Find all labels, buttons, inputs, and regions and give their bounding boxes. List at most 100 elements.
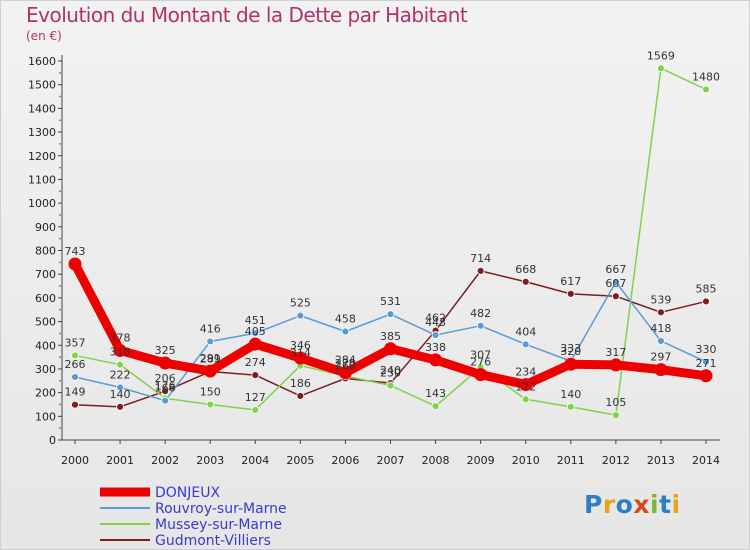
data-label: 525 [290,297,311,310]
data-point [161,396,170,405]
data-point [611,411,620,420]
data-point [476,266,485,275]
y-minor-tick [59,119,61,122]
data-point [296,392,305,400]
data-point [657,308,665,317]
data-label: 240 [380,364,401,377]
legend-entry: DONJEUX [155,485,220,501]
y-tick-label: 400 [35,339,56,352]
legend-entry: Gudmont-Villiers [155,533,271,549]
y-tick-label: 200 [35,387,56,400]
proxiti-logo: Proxiti [584,490,681,519]
y-tick-label: 1100 [28,173,56,186]
legend-entry: Mussey-sur-Marne [155,517,282,533]
data-point [341,327,350,336]
y-tick-label: 900 [35,221,56,234]
data-point [566,402,575,411]
data-label: 743 [65,245,86,258]
data-labels: 743 378 325 291 405 346 284 385 338 276 234 320 317 2… [65,49,721,409]
data-label: 443 [425,316,446,329]
data-label: 405 [245,325,266,338]
y-tick-label: 600 [35,292,56,305]
x-tick-label: 2008 [422,454,450,467]
data-point [338,366,352,380]
data-point [293,351,307,365]
chart-subtitle: (en €) [26,29,62,43]
data-point [702,357,710,366]
data-point [68,257,82,271]
data-label: 714 [470,252,491,265]
data-label: 330 [696,343,717,356]
y-tick-label: 1400 [28,102,56,115]
data-point [566,289,575,298]
x-tick-label: 2001 [106,454,134,467]
data-point [521,395,530,404]
data-label: 385 [380,330,401,343]
y-tick-label: 1300 [28,126,56,139]
data-label: 284 [335,354,356,367]
x-tick-label: 2005 [286,454,314,467]
data-point [657,64,665,73]
y-tick-label: 1600 [28,55,56,68]
data-label: 607 [605,277,626,290]
data-label: 260 [335,359,356,372]
x-tick-label: 2014 [692,454,720,467]
data-point [609,358,623,372]
data-label: 338 [425,341,446,354]
data-point [476,321,485,330]
data-label: 291 [200,352,221,365]
y-tick-label: 0 [49,434,56,447]
data-label: 318 [110,346,131,359]
data-point [251,371,260,379]
data-point [702,85,710,94]
data-point [429,353,443,367]
data-point [386,310,395,319]
data-label: 149 [65,386,86,399]
data-point [519,378,533,392]
data-label: 143 [425,387,446,400]
data-point [654,363,668,377]
data-label: 105 [605,396,626,409]
y-minor-tick [59,71,61,74]
y-minor-tick [59,261,61,264]
data-point [699,369,713,383]
data-label: 1569 [647,49,675,62]
data-label: 585 [696,282,717,295]
data-label: 230 [380,367,401,380]
data-point [203,364,217,378]
data-point [611,278,620,286]
y-tick-label: 1000 [28,197,56,210]
y-minor-tick [59,190,61,193]
x-tick-label: 2002 [151,454,179,467]
series-lines [68,64,713,420]
data-point [158,356,172,370]
data-label: 462 [425,312,446,325]
data-point [251,406,260,414]
data-label: 667 [605,263,626,276]
data-label: 297 [650,351,671,364]
data-label: 140 [560,388,581,401]
legend-entry: Rouvroy-sur-Marne [155,501,287,517]
x-tick-label: 2010 [512,454,540,467]
data-point [431,402,440,411]
y-minor-tick [59,285,61,287]
data-label: 166 [155,382,176,395]
y-minor-tick [59,143,61,145]
data-point [611,292,620,301]
data-label: 404 [515,325,536,338]
data-point [521,340,530,349]
data-label: 378 [110,331,131,344]
data-point [248,337,262,351]
data-label: 617 [560,275,581,288]
y-minor-tick [59,166,61,169]
data-point [113,343,127,357]
data-label: 150 [200,385,221,398]
x-tick-label: 2009 [467,454,495,467]
y-minor-tick [59,356,61,358]
data-point [71,373,79,381]
y-tick-label: 100 [35,410,56,423]
y-tick-label: 500 [35,316,56,329]
x-tick-label: 2011 [557,454,585,467]
